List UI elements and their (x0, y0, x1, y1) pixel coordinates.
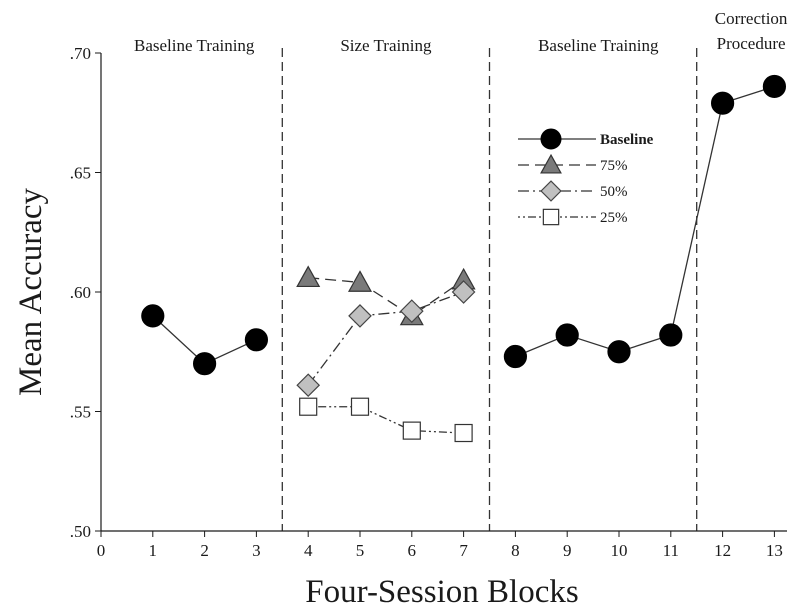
legend: Baseline 75% 50% 25% (518, 128, 654, 226)
x-tick-label: 7 (459, 541, 468, 560)
data-point (451, 280, 476, 304)
y-tick-label: .50 (70, 522, 91, 541)
series-line (308, 277, 464, 317)
x-tick-label: 13 (766, 541, 783, 560)
x-tick-label: 8 (511, 541, 520, 560)
x-tick-label: 10 (611, 541, 628, 560)
data-point (347, 270, 373, 292)
x-tick-label: 4 (304, 541, 313, 560)
x-tick-label: 0 (97, 541, 106, 560)
series-line (308, 406, 464, 434)
x-tick-label: 5 (356, 541, 365, 560)
legend-label: 50% (600, 184, 628, 200)
x-tick-label: 3 (252, 541, 261, 560)
data-point (299, 397, 318, 416)
data-point (193, 352, 217, 376)
data-point (454, 423, 473, 443)
phase-dividers (281, 48, 698, 531)
legend-label: Baseline (600, 132, 654, 148)
data-point (503, 344, 528, 369)
data-point (399, 299, 424, 323)
phase-labels: Baseline Training Size Training Baseline T… (134, 9, 788, 55)
y-tick-label: .70 (70, 44, 91, 63)
x-tick-label: 6 (408, 541, 417, 560)
data-point (402, 421, 421, 440)
data-point (659, 323, 683, 347)
x-axis-label: Four-Session Blocks (305, 574, 578, 609)
data-point (244, 328, 268, 352)
data-point (296, 265, 321, 288)
data-point (710, 91, 735, 115)
data-point (141, 304, 165, 328)
x-tick-label: 12 (714, 541, 731, 560)
legend-marker (540, 180, 562, 202)
data-point (555, 323, 579, 347)
phase-label: Baseline Training (134, 36, 255, 55)
data-point (296, 373, 321, 398)
phase-label: Correction (715, 9, 788, 28)
data-point (762, 74, 787, 99)
x-tick-label: 1 (149, 541, 158, 560)
series-circle (141, 74, 787, 376)
series-diamond (296, 280, 476, 398)
phase-label: Procedure (717, 34, 786, 53)
data-point (350, 397, 370, 416)
y-axis-label: Mean Accuracy (13, 188, 49, 396)
x-tick-label: 9 (563, 541, 572, 560)
legend-marker (542, 208, 560, 226)
y-tick-label: .65 (70, 164, 91, 183)
x-tick-label: 2 (200, 541, 209, 560)
phase-label: Baseline Training (538, 36, 659, 55)
axes: 0 1 2 3 4 5 6 7 8 9 10 11 12 13.50.55.60.65.70 (70, 44, 787, 560)
data-series (141, 74, 787, 443)
y-tick-label: .55 (70, 403, 91, 422)
legend-label: 75% (600, 158, 628, 174)
phase-label: Size Training (340, 36, 432, 55)
data-point (348, 304, 372, 328)
legend-marker (540, 128, 562, 150)
data-point (607, 340, 631, 364)
legend-label: 25% (600, 210, 628, 226)
y-tick-label: .60 (70, 283, 91, 302)
x-tick-label: 11 (663, 541, 679, 560)
series-square (299, 397, 473, 443)
series-triangle (296, 265, 476, 326)
series-line (307, 291, 464, 386)
legend-marker (540, 153, 562, 174)
